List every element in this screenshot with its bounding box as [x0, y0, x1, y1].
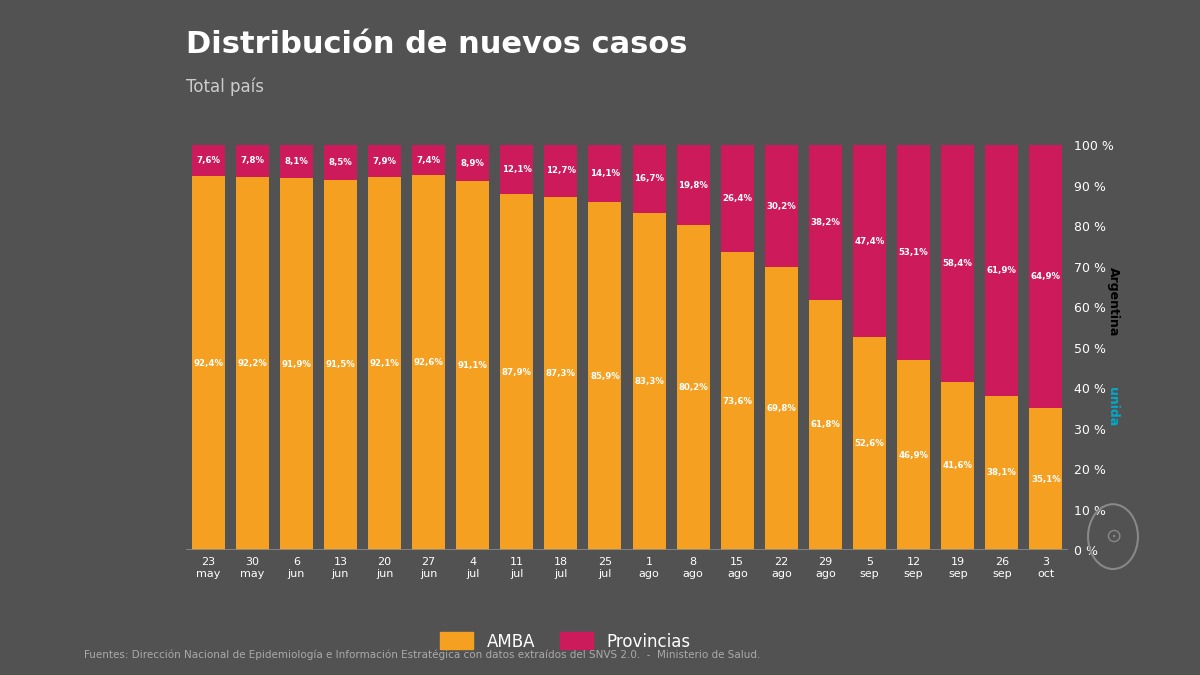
Bar — [368, 177, 401, 550]
Text: 7,6%: 7,6% — [196, 156, 220, 165]
Text: ⊙: ⊙ — [1105, 527, 1121, 546]
Text: 19,8%: 19,8% — [678, 181, 708, 190]
Text: 7,8%: 7,8% — [240, 157, 264, 165]
Text: 61,8%: 61,8% — [810, 421, 840, 429]
Text: 92,4%: 92,4% — [193, 358, 223, 367]
Text: 61,9%: 61,9% — [986, 266, 1016, 275]
Bar — [235, 177, 269, 550]
Text: 91,9%: 91,9% — [281, 360, 311, 369]
Text: 8,5%: 8,5% — [329, 158, 353, 167]
Bar — [588, 145, 622, 202]
Text: 92,2%: 92,2% — [238, 359, 268, 368]
Text: 87,9%: 87,9% — [502, 368, 532, 377]
Text: 52,6%: 52,6% — [854, 439, 884, 448]
Bar — [324, 180, 356, 550]
Bar — [1030, 408, 1062, 550]
Bar — [368, 145, 401, 177]
Bar — [677, 225, 709, 550]
Text: 69,8%: 69,8% — [767, 404, 797, 413]
Text: 46,9%: 46,9% — [899, 451, 929, 460]
Text: 87,3%: 87,3% — [546, 369, 576, 378]
Bar — [677, 145, 709, 225]
Text: 91,1%: 91,1% — [457, 361, 487, 370]
Bar — [985, 145, 1019, 396]
Text: Argentina: Argentina — [1106, 267, 1120, 336]
Bar — [898, 145, 930, 360]
Bar — [898, 360, 930, 550]
Text: Distribución de nuevos casos: Distribución de nuevos casos — [186, 30, 688, 59]
Text: 16,7%: 16,7% — [634, 174, 664, 184]
Text: unida: unida — [1106, 387, 1120, 426]
Text: 64,9%: 64,9% — [1031, 272, 1061, 281]
Text: 41,6%: 41,6% — [943, 462, 973, 470]
Bar — [853, 145, 886, 337]
Text: 38,2%: 38,2% — [810, 218, 840, 227]
Bar — [500, 194, 533, 550]
Legend: AMBA, Provincias: AMBA, Provincias — [433, 626, 697, 657]
Bar — [721, 252, 754, 550]
Text: 53,1%: 53,1% — [899, 248, 929, 257]
Text: 12,1%: 12,1% — [502, 165, 532, 174]
Bar — [941, 381, 974, 550]
Text: 92,1%: 92,1% — [370, 359, 400, 368]
Bar — [632, 213, 666, 550]
Bar — [632, 145, 666, 213]
Bar — [764, 145, 798, 267]
Text: 83,3%: 83,3% — [634, 377, 664, 386]
Bar — [500, 145, 533, 194]
Bar — [588, 202, 622, 550]
Bar — [412, 145, 445, 175]
Text: 73,6%: 73,6% — [722, 397, 752, 406]
Text: 92,6%: 92,6% — [414, 358, 444, 367]
Bar — [192, 145, 224, 176]
Bar — [941, 145, 974, 381]
Bar — [235, 145, 269, 177]
Bar — [545, 196, 577, 550]
Text: 14,1%: 14,1% — [590, 169, 620, 178]
Text: 7,9%: 7,9% — [372, 157, 396, 165]
Bar — [280, 145, 313, 178]
Bar — [809, 145, 842, 300]
Bar — [809, 300, 842, 550]
Text: Fuentes: Dirección Nacional de Epidemiología e Información Estratégica con datos: Fuentes: Dirección Nacional de Epidemiol… — [84, 649, 761, 660]
Text: 7,4%: 7,4% — [416, 156, 440, 165]
Text: 8,9%: 8,9% — [461, 159, 485, 167]
Text: 26,4%: 26,4% — [722, 194, 752, 203]
Text: 35,1%: 35,1% — [1031, 475, 1061, 483]
Text: 30,2%: 30,2% — [767, 202, 797, 211]
Bar — [853, 337, 886, 550]
Text: 12,7%: 12,7% — [546, 166, 576, 176]
Text: 80,2%: 80,2% — [678, 383, 708, 392]
Bar — [764, 267, 798, 550]
Bar — [721, 145, 754, 252]
Text: 47,4%: 47,4% — [854, 237, 884, 246]
Bar — [985, 396, 1019, 550]
Bar — [324, 145, 356, 180]
Text: 58,4%: 58,4% — [943, 259, 973, 268]
Bar — [1030, 145, 1062, 408]
Text: Total país: Total país — [186, 78, 264, 96]
Text: 8,1%: 8,1% — [284, 157, 308, 166]
Text: 38,1%: 38,1% — [986, 468, 1016, 477]
Text: 91,5%: 91,5% — [325, 360, 355, 369]
Bar — [412, 175, 445, 550]
Bar — [192, 176, 224, 550]
Bar — [456, 181, 490, 550]
Bar — [280, 178, 313, 550]
Bar — [456, 145, 490, 181]
Bar — [545, 145, 577, 196]
Text: 85,9%: 85,9% — [590, 372, 620, 381]
